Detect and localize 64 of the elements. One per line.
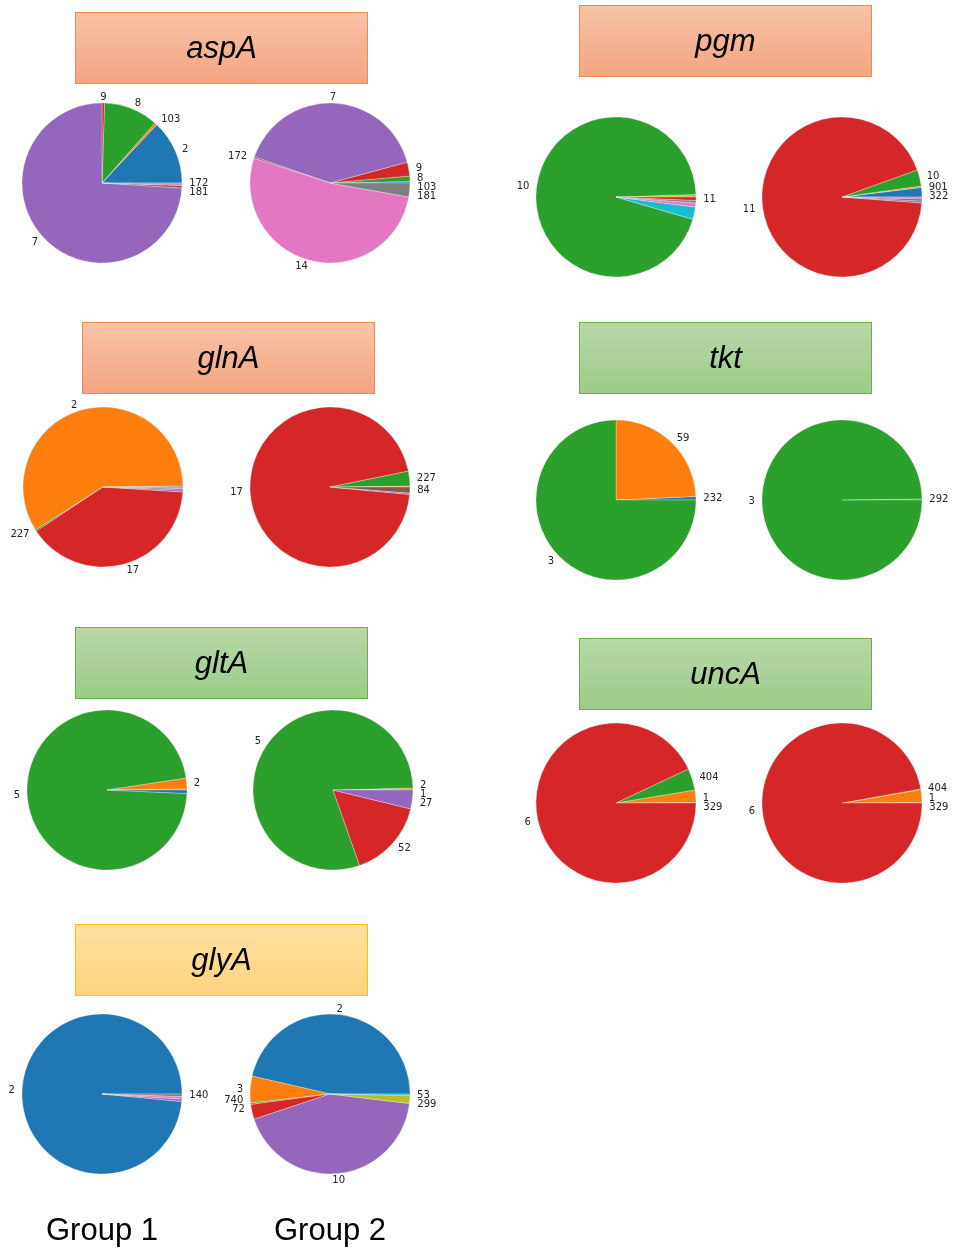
slice-label: 53 <box>417 1089 430 1101</box>
slice-label: 322 <box>929 190 949 202</box>
chart-title: aspA <box>75 12 368 84</box>
slice-label: 2 <box>182 142 189 154</box>
slice-label: 299 <box>417 1098 437 1110</box>
slice-label: 2 <box>336 1002 343 1014</box>
slice-label: 103 <box>417 180 437 192</box>
slice-label: 740 <box>224 1094 244 1106</box>
slice-label: 181 <box>417 189 437 201</box>
slice-label: 59 <box>676 431 690 443</box>
slice-label: 140 <box>189 1089 209 1101</box>
slice-label: 17 <box>126 564 140 576</box>
slice-label: 10 <box>332 1173 345 1185</box>
slice-label: 3 <box>236 1083 244 1095</box>
slice-label: 84 <box>417 484 430 496</box>
slice-label: 404 <box>928 782 948 794</box>
slice-label: 404 <box>699 771 719 783</box>
chart-title: tkt <box>579 322 872 394</box>
slice-label: 232 <box>703 492 723 504</box>
slice-label: 6 <box>748 804 756 816</box>
slice-label: 5 <box>254 735 262 747</box>
slice-label: 17 <box>230 485 243 497</box>
text: Group 2 <box>273 1212 387 1248</box>
slice-label: 10 <box>516 180 530 192</box>
slice-label: 11 <box>742 202 756 214</box>
chart-title: uncA <box>579 638 872 710</box>
slice-label: 7 <box>31 235 39 247</box>
slice-label: 227 <box>416 471 436 483</box>
slice-label: 14 <box>295 260 308 272</box>
slice-label: 901 <box>928 181 948 193</box>
slice-label: 2 <box>420 778 427 790</box>
slice-label: 11 <box>703 192 716 204</box>
slice-label: 227 <box>10 527 30 539</box>
slice-label: 2 <box>8 1083 15 1095</box>
slice-label: 103 <box>161 113 181 125</box>
slice-label: 8 <box>134 97 142 109</box>
slice-label: 1 <box>702 792 710 804</box>
chart-title: glnA <box>82 322 375 394</box>
slice-label: 1 <box>420 787 427 799</box>
slice-label: 2 <box>71 398 78 410</box>
slice-label: 7 <box>329 91 337 103</box>
chart-title: glyA <box>75 924 368 996</box>
slice-label: 9 <box>100 91 107 103</box>
slice-label: 172 <box>228 149 248 161</box>
slice-label: 1 <box>928 792 936 804</box>
slice-label: 3 <box>748 494 755 506</box>
slice-label: 292 <box>929 493 949 505</box>
slice-label: 10 <box>926 170 940 182</box>
slice-label: 8 <box>416 171 424 183</box>
slice-label: 329 <box>703 801 723 813</box>
chart-title: pgm <box>579 5 872 77</box>
slice-label: 172 <box>189 176 209 188</box>
slice-label: 72 <box>232 1103 245 1115</box>
slice-label: 52 <box>398 841 411 853</box>
slice-label: 181 <box>189 185 209 197</box>
slice-label: 329 <box>929 801 949 813</box>
slice-label: 2 <box>193 776 201 788</box>
text: Group 1 <box>45 1212 159 1248</box>
slice-label: 9 <box>415 161 423 173</box>
slice-label: 27 <box>419 796 433 808</box>
slice-label: 3 <box>547 554 555 566</box>
chart-title: gltA <box>75 627 368 699</box>
slice-label: 6 <box>524 815 531 827</box>
slice-label: 5 <box>13 788 21 800</box>
